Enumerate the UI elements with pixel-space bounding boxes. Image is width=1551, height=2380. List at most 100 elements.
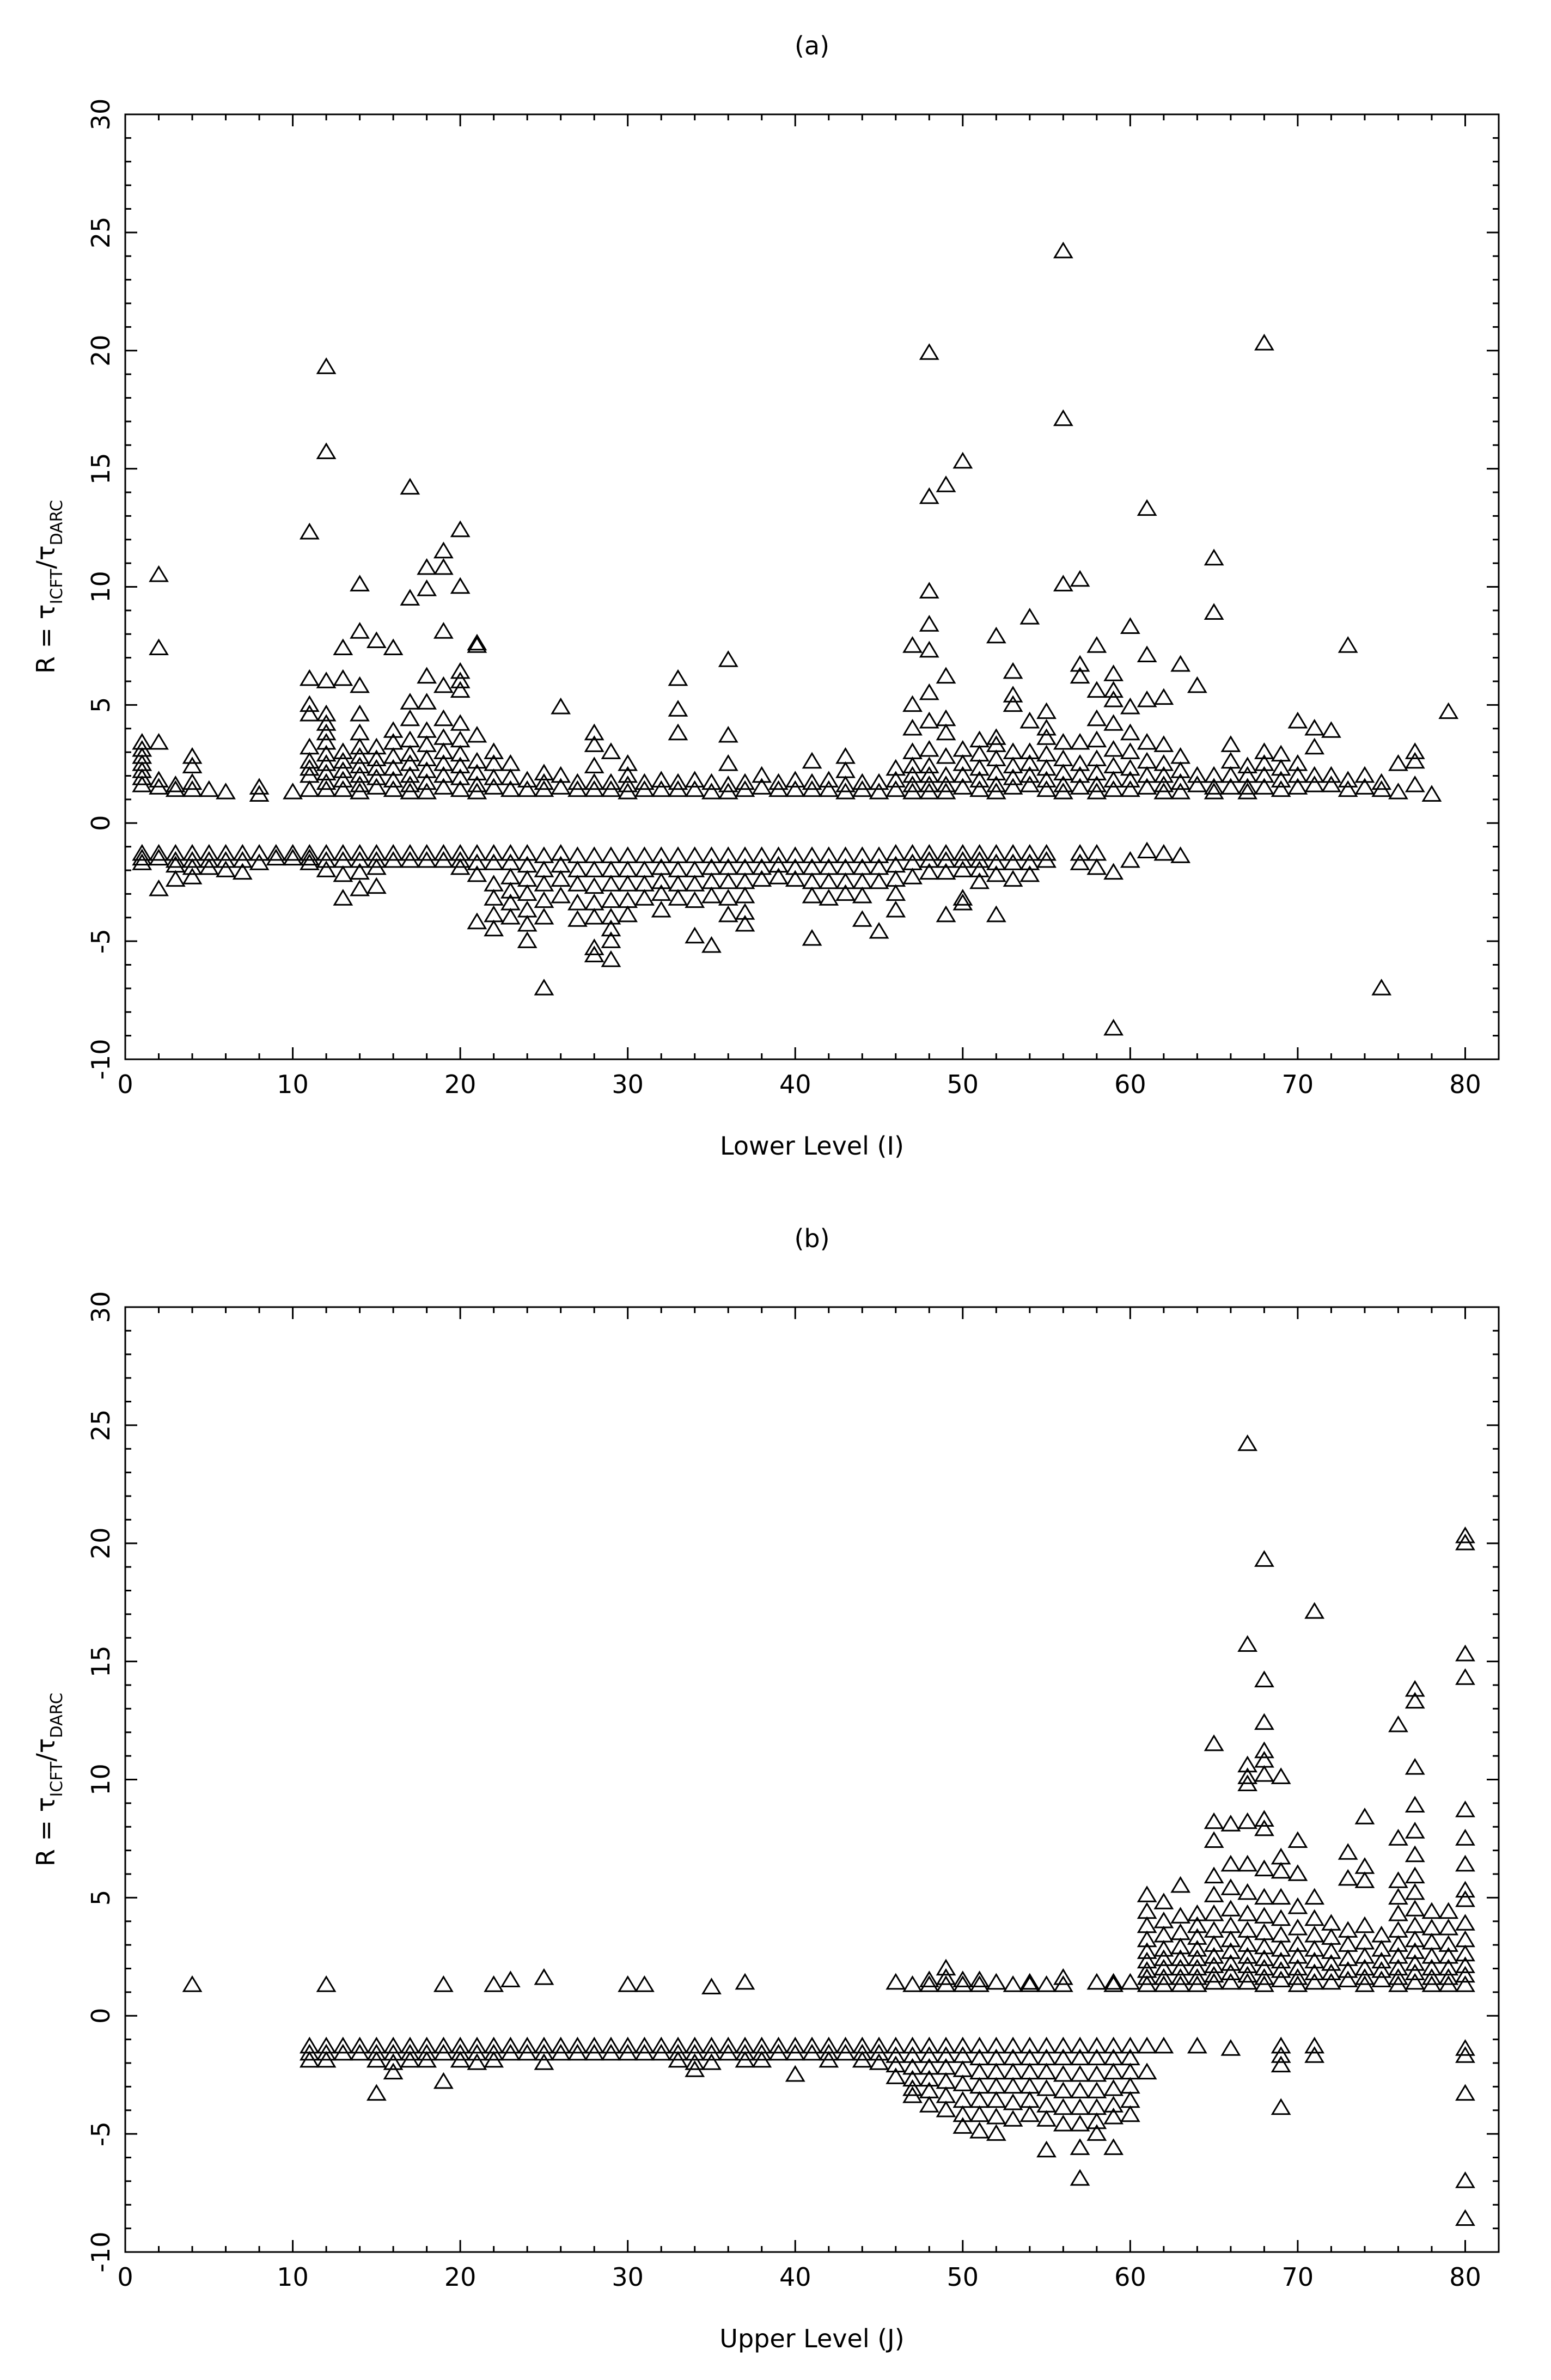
- data-point: [1237, 1921, 1258, 1938]
- data-point: [567, 2036, 588, 2054]
- data-point: [735, 846, 755, 863]
- data-point: [1438, 1935, 1459, 1952]
- data-point: [584, 861, 604, 877]
- data-point: [752, 870, 772, 887]
- data-point: [1405, 775, 1425, 792]
- data-point: [1204, 766, 1224, 783]
- data-point: [500, 2043, 521, 2061]
- data-point: [886, 870, 906, 887]
- data-point: [1354, 1968, 1375, 1985]
- y-tick-label: -5: [86, 2121, 115, 2146]
- data-point: [852, 872, 872, 889]
- data-point: [634, 875, 655, 892]
- data-point: [919, 683, 939, 700]
- data-point: [433, 1975, 454, 1992]
- data-point: [1304, 2036, 1325, 2054]
- data-point: [902, 868, 923, 884]
- data-point: [1070, 766, 1090, 783]
- data-point: [1170, 1876, 1191, 1893]
- data-point: [1120, 2036, 1140, 2054]
- data-point: [1003, 695, 1023, 712]
- data-point: [1187, 676, 1207, 693]
- data-point: [333, 2043, 353, 2061]
- data-point: [902, 844, 923, 861]
- data-point: [1321, 1963, 1341, 1980]
- data-point: [1170, 1923, 1191, 1940]
- panel-label: (a): [795, 31, 829, 60]
- data-point: [618, 846, 638, 863]
- data-point: [383, 844, 404, 861]
- data-point: [952, 889, 973, 906]
- data-point: [316, 754, 337, 771]
- data-point: [601, 861, 621, 877]
- data-point: [952, 1975, 973, 1992]
- data-point: [450, 2051, 471, 2068]
- data-point: [1053, 775, 1073, 792]
- data-point: [1137, 1942, 1157, 1959]
- data-point: [1070, 778, 1090, 795]
- data-point: [1003, 778, 1023, 795]
- data-point: [1254, 1819, 1274, 1836]
- data-point: [936, 851, 956, 868]
- data-point: [400, 754, 420, 771]
- data-point: [1153, 766, 1174, 783]
- data-point: [936, 905, 956, 923]
- data-point: [1388, 1715, 1408, 1732]
- y-tick-label: 5: [86, 697, 115, 713]
- data-point: [165, 775, 186, 792]
- data-point: [986, 764, 1006, 780]
- data-point: [1137, 499, 1157, 516]
- data-point: [534, 2043, 554, 2061]
- data-point: [450, 780, 471, 797]
- data-point: [936, 2072, 956, 2089]
- data-point: [1053, 2036, 1073, 2054]
- data-point: [718, 725, 738, 743]
- data-point: [1003, 2093, 1023, 2110]
- x-tick-label: 30: [612, 1070, 644, 1099]
- data-point: [383, 2036, 404, 2054]
- data-point: [886, 759, 906, 776]
- data-point: [869, 2036, 889, 2054]
- data-point: [1254, 1810, 1274, 1827]
- data-point: [1388, 1828, 1408, 1846]
- data-point: [1455, 1914, 1475, 1931]
- y-axis-label: R = τICFT/τDARC: [31, 1693, 66, 1866]
- data-point: [467, 844, 487, 861]
- data-point: [768, 773, 789, 790]
- data-point: [567, 910, 588, 927]
- data-point: [718, 872, 738, 889]
- data-point: [1271, 744, 1291, 762]
- data-point: [969, 2062, 990, 2080]
- data-point: [350, 844, 370, 861]
- data-point: [952, 2091, 973, 2108]
- data-point: [1321, 775, 1341, 792]
- data-point: [1220, 1916, 1241, 1933]
- data-point: [668, 889, 688, 906]
- data-point: [701, 846, 722, 863]
- data-point: [1338, 1935, 1358, 1952]
- data-point: [1153, 844, 1174, 861]
- data-point: [249, 778, 270, 795]
- data-point: [1304, 1888, 1325, 1905]
- y-tick-label: 0: [86, 2008, 115, 2024]
- data-point: [919, 756, 939, 773]
- data-point: [299, 844, 320, 861]
- data-point: [1053, 1968, 1073, 1985]
- data-point: [1137, 1916, 1157, 1933]
- data-point: [350, 2036, 370, 2054]
- data-point: [1187, 1904, 1207, 1921]
- data-point: [1304, 1909, 1325, 1926]
- data-point: [350, 863, 370, 880]
- data-point: [1421, 1946, 1442, 1964]
- data-point: [1137, 1885, 1157, 1902]
- data-point: [1153, 1949, 1174, 1966]
- data-point: [1455, 2171, 1475, 2188]
- data-point: [1304, 1973, 1325, 1990]
- data-point: [467, 764, 487, 780]
- data-point: [1103, 2062, 1124, 2080]
- data-point: [450, 672, 471, 688]
- data-point: [919, 1975, 939, 1992]
- data-point: [1271, 2098, 1291, 2115]
- data-point: [634, 780, 655, 797]
- data-point: [1438, 1968, 1459, 1985]
